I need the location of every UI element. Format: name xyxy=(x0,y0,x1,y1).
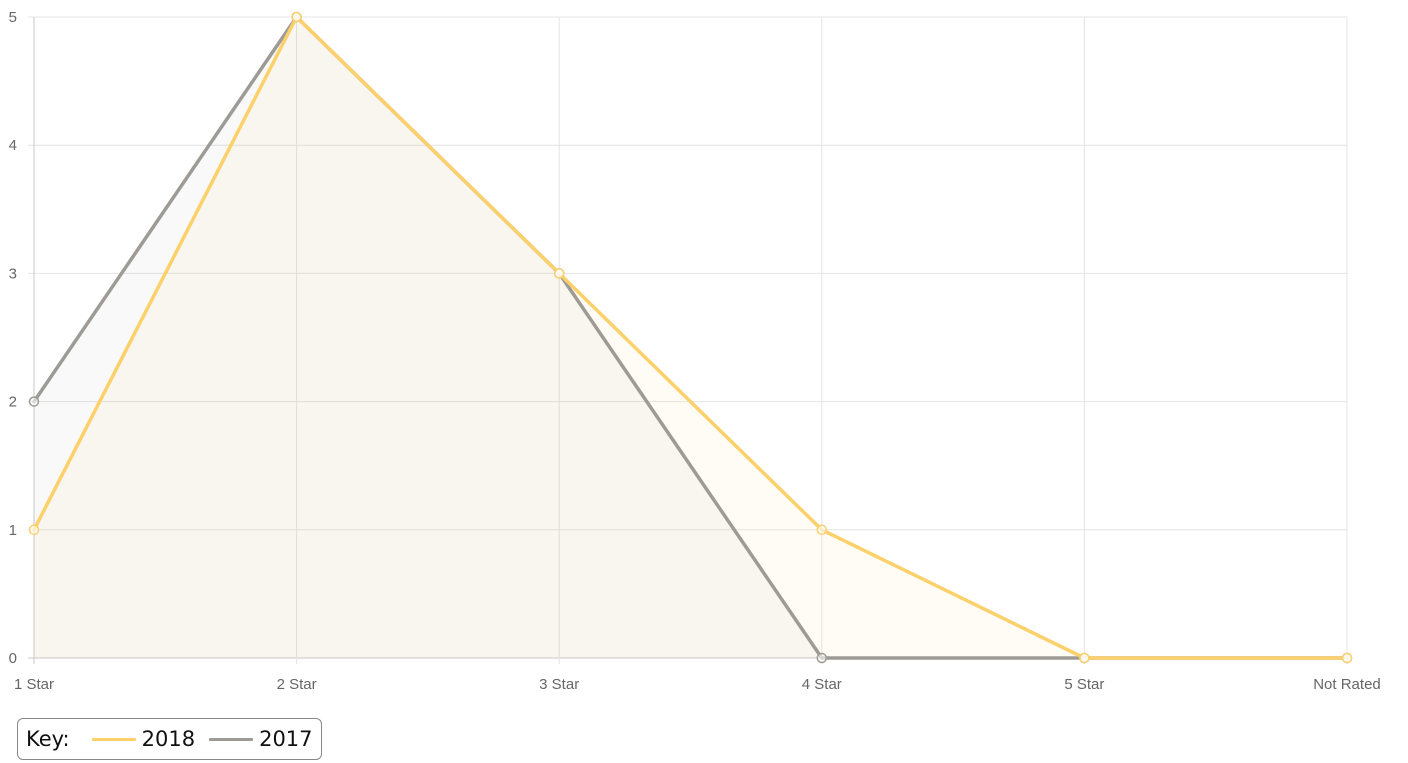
x-tick-label: 2 Star xyxy=(277,676,317,693)
y-tick-label: 4 xyxy=(9,137,17,154)
series-area-2018 xyxy=(34,17,1347,658)
data-point-2018[interactable] xyxy=(816,524,828,536)
data-point-2018[interactable] xyxy=(553,268,565,279)
x-tick-label: 5 Star xyxy=(1064,676,1104,693)
legend-key-label: Key: xyxy=(26,727,70,751)
y-tick-label: 5 xyxy=(9,9,17,26)
y-tick-label: 3 xyxy=(9,265,17,282)
grid xyxy=(28,16,1348,664)
legend-entry-2017: 2017 xyxy=(209,727,313,751)
legend-swatch-2017 xyxy=(209,737,254,741)
data-point-2018[interactable] xyxy=(291,11,302,23)
data-point-2017[interactable] xyxy=(816,652,828,664)
series-lines xyxy=(32,15,1349,660)
x-tick-label: 3 Star xyxy=(539,676,579,693)
x-tick-label: Not Rated xyxy=(1313,676,1381,693)
legend-entry-2018: 2018 xyxy=(91,727,196,751)
x-tick-label: 4 Star xyxy=(802,676,842,693)
data-point-2018[interactable] xyxy=(1341,652,1353,664)
y-axis-ticks: 0 1 2 3 4 5 xyxy=(9,9,17,667)
data-point-2018[interactable] xyxy=(28,524,40,536)
series-area-2017 xyxy=(34,17,1347,658)
series-line-2018 xyxy=(32,15,1349,660)
series-areas xyxy=(34,17,1347,658)
line-chart: 0 1 2 3 4 5 1 Star 2 Star 3 Star 4 Star 5 Star Not… xyxy=(9,9,1381,693)
data-point-2018[interactable] xyxy=(1079,652,1090,664)
y-tick-label: 0 xyxy=(9,650,17,667)
legend-label-2017: 2017 xyxy=(259,727,313,751)
x-axis-ticks: 1 Star 2 Star 3 Star 4 Star 5 Star Not Rated xyxy=(14,676,1381,693)
y-tick-label: 2 xyxy=(9,394,17,411)
series-points xyxy=(28,11,1353,664)
legend-swatch-2018 xyxy=(91,737,136,741)
y-tick-label: 1 xyxy=(9,522,17,539)
legend: Key: 2018 2017 xyxy=(17,718,322,760)
legend-label-2018: 2018 xyxy=(141,727,196,751)
chart-canvas: 0 1 2 3 4 5 1 Star 2 Star 3 Star 4 Star 5 Star Not… xyxy=(9,9,1381,693)
data-point-2017[interactable] xyxy=(28,396,40,407)
x-tick-label: 1 Star xyxy=(14,676,54,693)
